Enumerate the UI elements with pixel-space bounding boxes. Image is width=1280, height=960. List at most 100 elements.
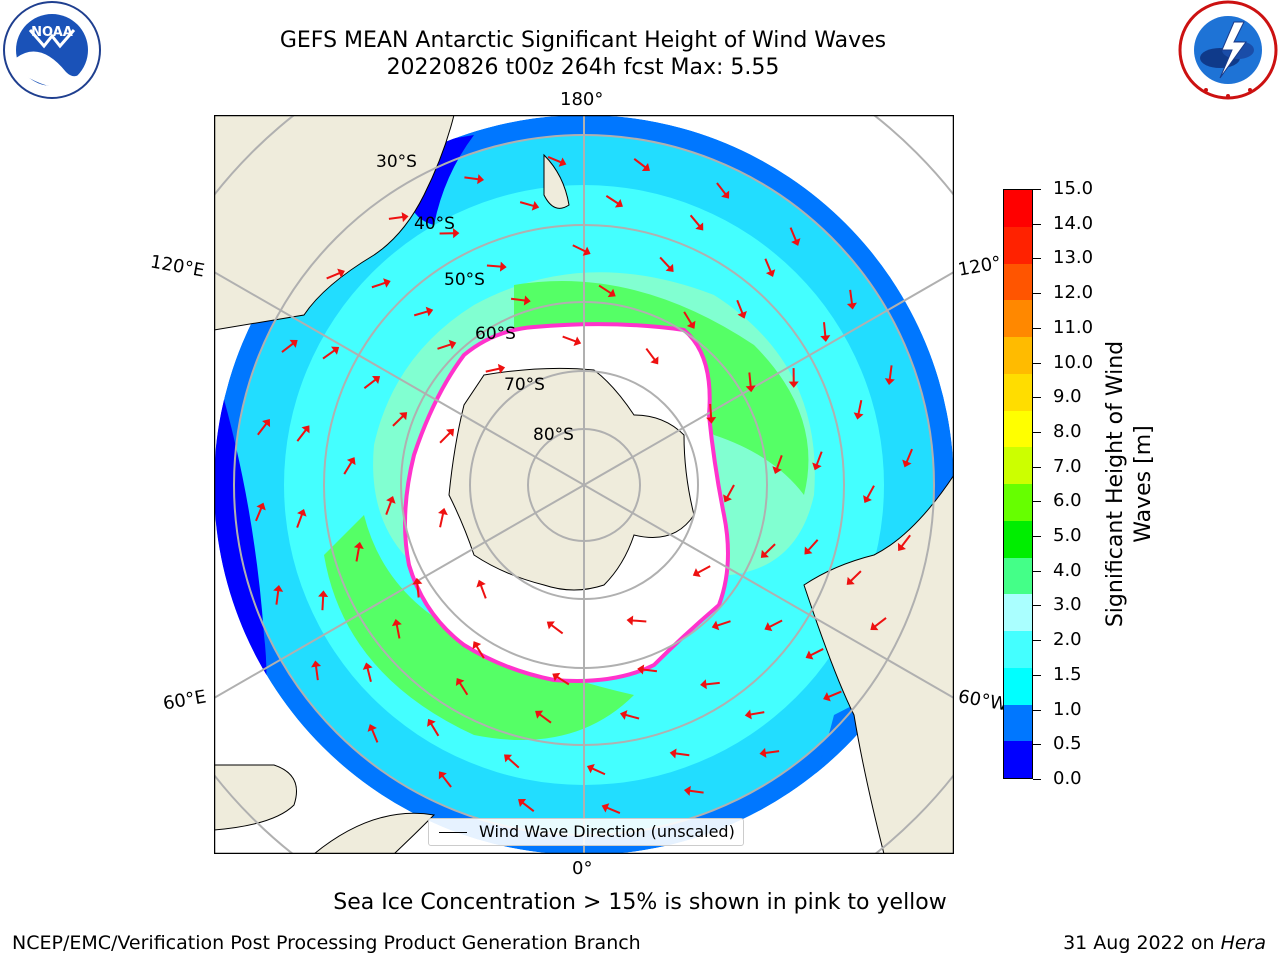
wind-arrow-head: [448, 339, 457, 350]
wind-arrow: [726, 484, 735, 498]
wind-arrow-head: [812, 462, 822, 471]
wind-arrow-head: [301, 425, 310, 434]
wind-arrow-head: [427, 718, 436, 727]
wind-arrow-head: [683, 785, 691, 796]
wind-arrow: [705, 681, 720, 686]
colorbar-tick-mark: [1033, 536, 1041, 538]
wind-arrow: [437, 343, 452, 350]
wind-arrow-head: [665, 263, 674, 272]
wind-arrow-head: [297, 508, 307, 517]
wind-arrow-head: [721, 190, 730, 199]
colorbar-tick-label: 15.0: [1053, 178, 1094, 199]
wind-arrow: [507, 757, 520, 769]
lat-label-30s: 30°S: [376, 152, 417, 172]
wind-arrow: [633, 158, 646, 169]
lat-label-50s: 50°S: [444, 270, 485, 290]
wind-arrow: [828, 690, 842, 698]
map-border: [214, 115, 954, 854]
colorbar-tick-label: 6.0: [1053, 490, 1082, 512]
wind-arrow-head: [791, 238, 801, 246]
footer-date: 31 Aug 2022 on Hera: [1063, 932, 1266, 954]
wind-arrow: [857, 399, 863, 415]
wind-arrow-head: [391, 619, 402, 627]
wind-arrow-head: [499, 261, 507, 272]
wind-arrow-head: [346, 457, 356, 466]
wind-arrow-head: [362, 662, 373, 670]
lat-label-70s: 70°S: [504, 375, 545, 395]
wind-arrow-head: [337, 268, 345, 278]
wind-arrow-head: [476, 579, 486, 588]
wind-arrow: [371, 281, 386, 289]
colorbar-tick-mark: [1033, 640, 1041, 642]
wind-arrow-head: [669, 748, 677, 759]
lon-label-120e: 120°E: [148, 251, 207, 282]
wind-arrow-head: [558, 157, 567, 167]
wind-arrow: [642, 668, 658, 673]
wind-arrow: [363, 378, 377, 389]
wind-arrow: [591, 767, 606, 776]
map-legend: Wind Wave Direction (unscaled): [428, 818, 744, 846]
colorbar-tick-mark: [1033, 189, 1041, 190]
wind-arrow: [776, 455, 783, 469]
wind-arrow-head: [331, 346, 340, 355]
wind-arrow: [486, 264, 501, 268]
wind-arrow: [464, 176, 479, 181]
wind-arrow-head: [692, 568, 701, 577]
wind-arrow: [823, 322, 827, 337]
wind-arrow: [522, 801, 535, 812]
wind-arrow: [736, 299, 744, 314]
wind-arrow-head: [619, 710, 628, 720]
lon-label-180: 180°: [560, 89, 604, 110]
wind-arrow-head: [455, 677, 465, 687]
colorbar-tick-mark: [1033, 223, 1041, 225]
wind-arrow-head: [711, 620, 720, 631]
wind-arrow: [388, 216, 403, 220]
wind-arrow: [550, 624, 564, 635]
colorbar-segment: [1004, 300, 1032, 337]
colorbar-tick-label: 3.0: [1053, 594, 1082, 616]
colorbar-tick-label: 12.0: [1053, 282, 1094, 304]
wind-arrow: [371, 729, 379, 743]
colorbar-tick-mark: [1033, 258, 1041, 260]
australia-land: [214, 115, 455, 331]
wind-arrow: [866, 485, 875, 499]
colorbar-segment: [1004, 484, 1032, 521]
lat-label-60s: 60°S: [475, 324, 516, 344]
wind-arrow-head: [452, 228, 460, 239]
antarctica-land: [448, 367, 695, 591]
noaa-logo: NOAA: [0, 0, 104, 104]
wind-arrow: [439, 432, 451, 444]
wind-arrow-head: [412, 577, 423, 585]
lon-label-0: 0°: [572, 858, 593, 879]
wind-arrow-head: [438, 771, 447, 780]
colorbar-tick-mark: [1033, 779, 1041, 780]
colorbar-tick-label: 7.0: [1053, 455, 1082, 477]
lon-label-60w: 60°W: [956, 686, 1006, 715]
colorbar-tick-mark: [1033, 605, 1041, 607]
wind-arrows: [255, 156, 913, 814]
wind-arrow: [321, 596, 325, 611]
colorbar-tick-mark: [1033, 709, 1041, 711]
wind-arrow-head: [311, 660, 322, 668]
colorbar-segment: [1004, 667, 1032, 705]
wind-arrow-head: [744, 709, 752, 720]
wind-arrow-head: [614, 199, 623, 208]
wind-arrow-head: [870, 622, 879, 631]
wind-arrow-head: [686, 320, 696, 329]
lat-label-40s: 40°S: [414, 214, 455, 234]
wind-arrow-head: [695, 222, 704, 231]
wind-arrow-head: [846, 576, 855, 585]
wind-arrow-head: [601, 803, 610, 813]
wind-arrow: [479, 584, 487, 599]
colorbar-segment: [1004, 741, 1032, 778]
wind-arrow: [697, 565, 711, 574]
wind-arrow-head: [273, 584, 284, 592]
colorbar-tick-label: 4.0: [1053, 559, 1082, 581]
colorbar-segment: [1004, 263, 1032, 301]
wind-arrow-head: [745, 385, 756, 393]
wind-arrow: [459, 682, 469, 696]
wind-arrow: [900, 534, 911, 547]
colorbar-segment: [1004, 594, 1032, 631]
wind-arrow: [430, 723, 440, 737]
wind-arrow-head: [772, 466, 782, 474]
